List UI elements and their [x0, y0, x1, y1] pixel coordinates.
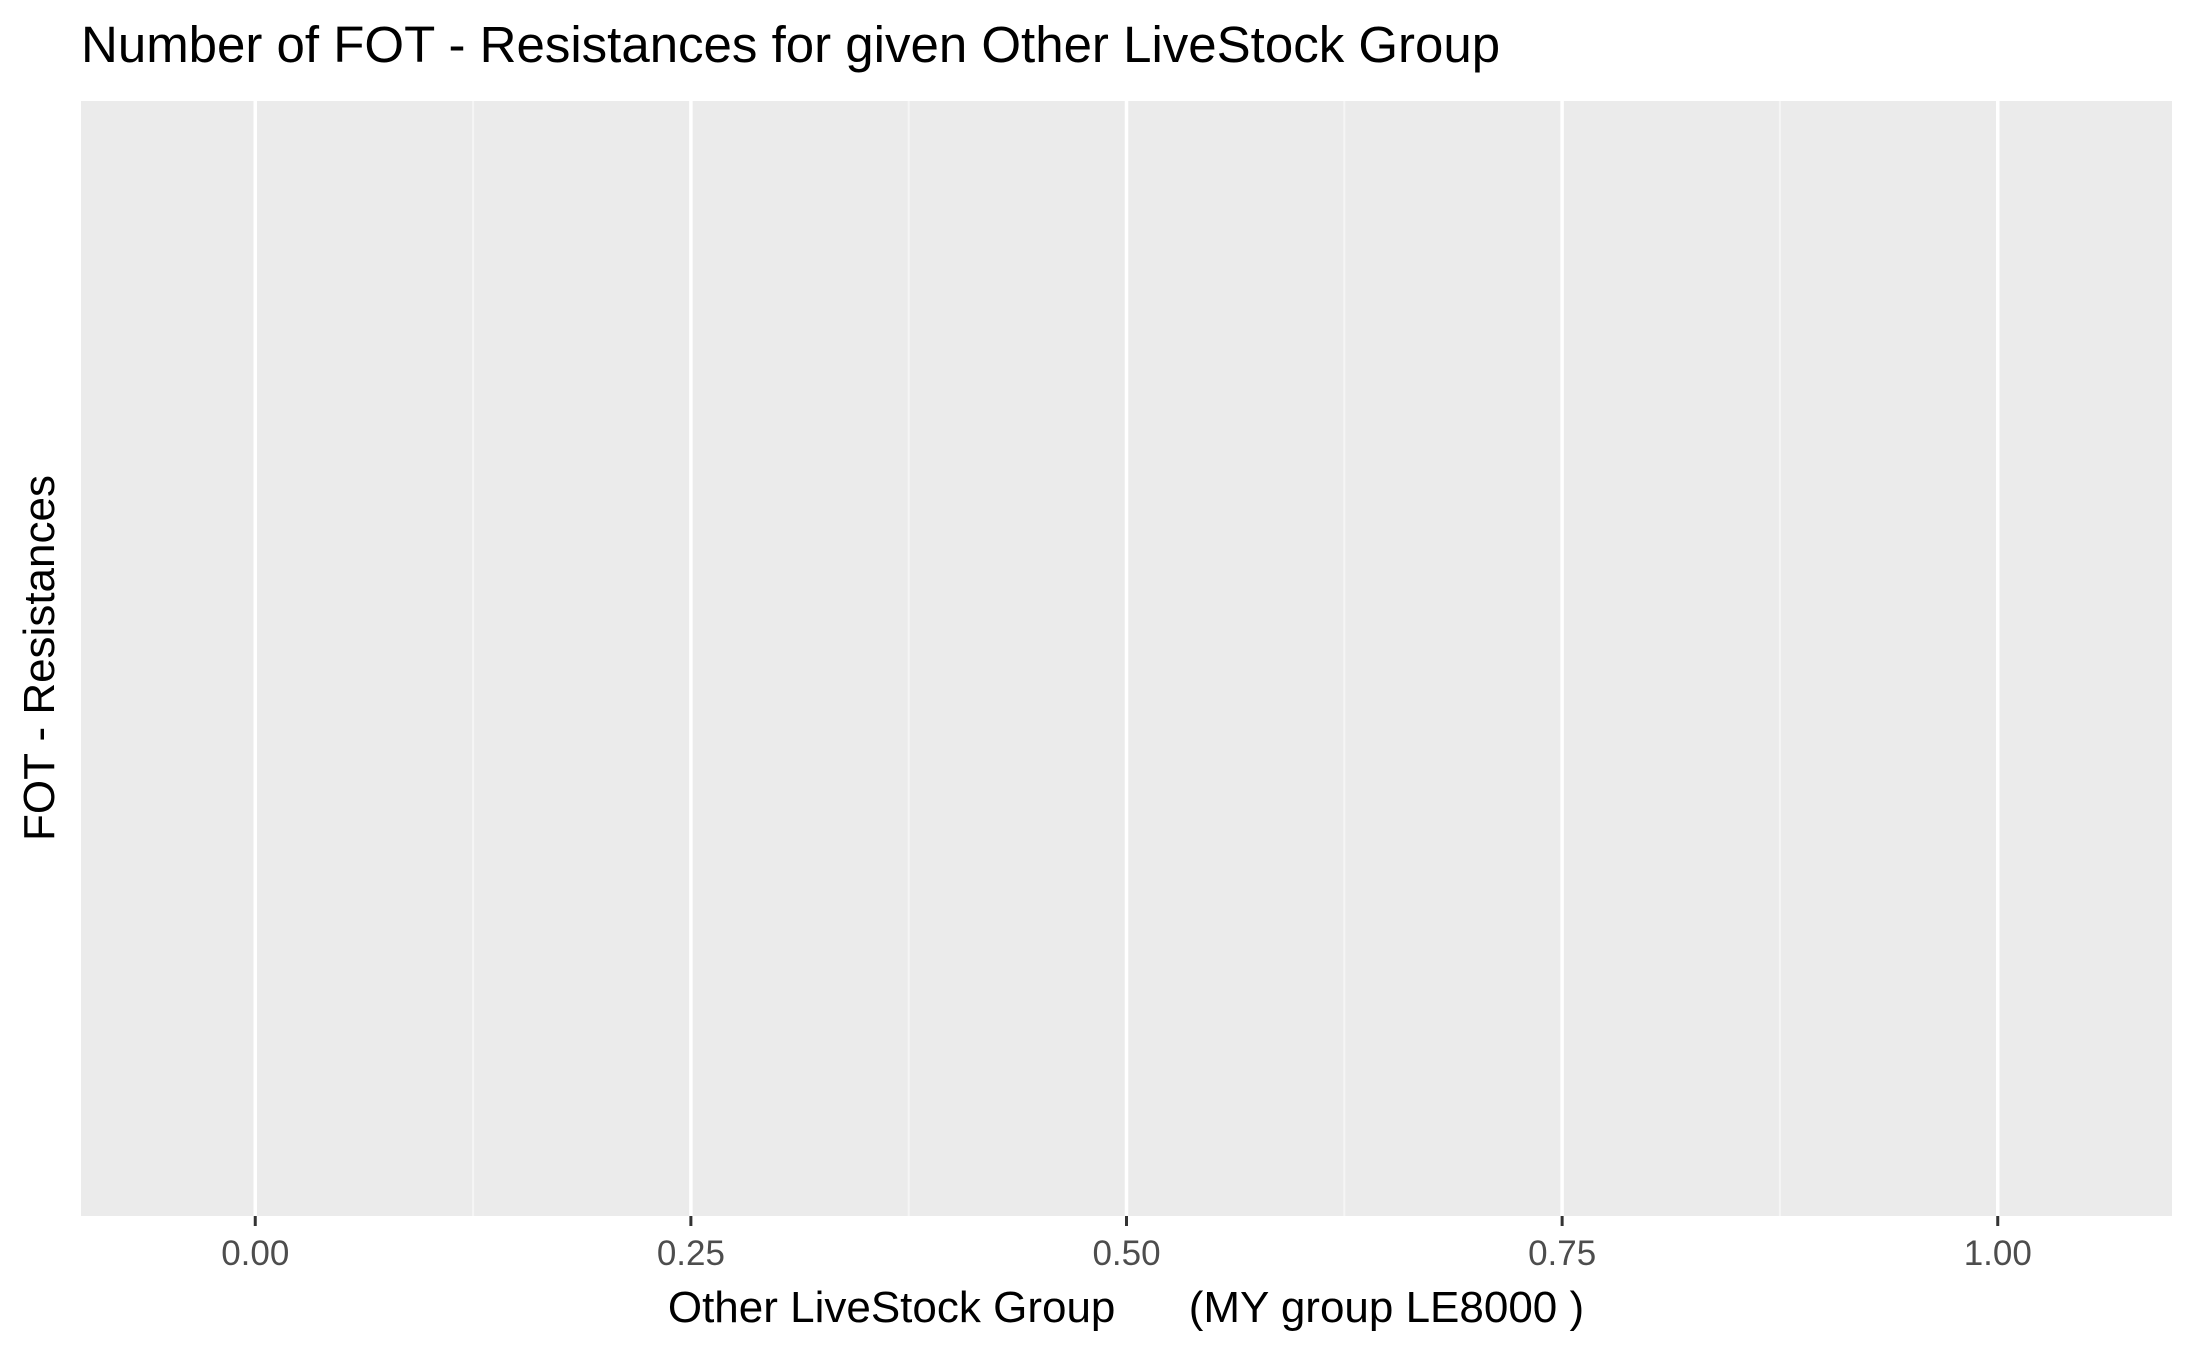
x-axis-tick-labels: 0.00 0.25 0.50 0.75 1.00 [221, 1234, 2032, 1273]
x-axis-ticks [253, 1216, 2000, 1226]
x-tick-label: 0.75 [1528, 1234, 1596, 1273]
chart-title: Number of FOT - Resistances for given Ot… [81, 16, 1500, 73]
x-tick-label: 0.50 [1092, 1234, 1160, 1273]
grid-major [253, 101, 2000, 1216]
grid-minor [472, 101, 1781, 1216]
x-axis-title: Other LiveStock Group (MY group LE8000 ) [668, 1283, 1584, 1332]
y-axis-title: FOT - Resistances [15, 475, 64, 841]
x-tick-label: 0.25 [657, 1234, 725, 1273]
x-tick-label: 0.00 [221, 1234, 289, 1273]
x-tick-label: 1.00 [1964, 1234, 2032, 1273]
